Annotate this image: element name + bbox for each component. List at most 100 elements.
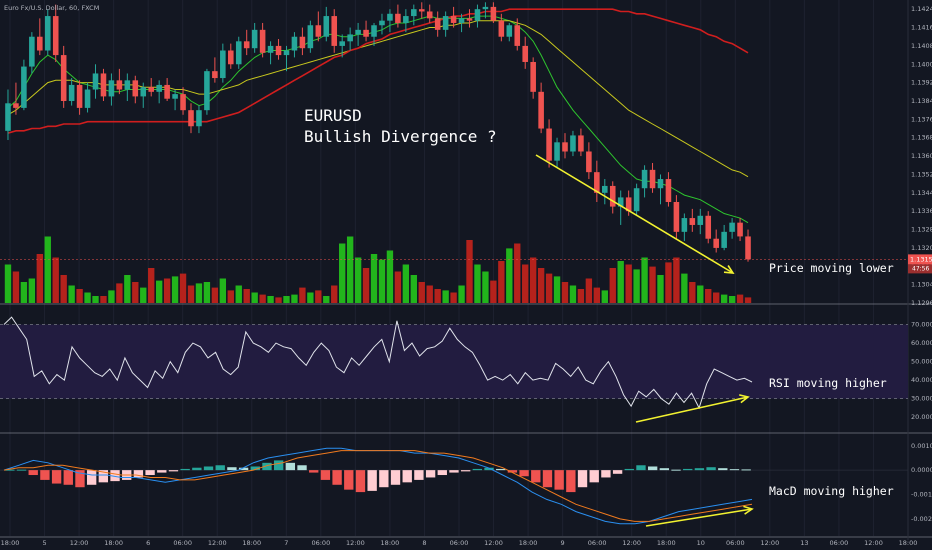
volume-bar	[569, 285, 577, 303]
macd-histogram-bar	[262, 462, 272, 471]
macd-note: MacD moving higher	[769, 484, 894, 498]
time-tick-label: 06:00	[450, 539, 469, 547]
candle-body	[164, 84, 170, 99]
candle-body	[52, 16, 59, 56]
candle-body	[291, 36, 298, 51]
candle-body	[450, 16, 457, 23]
candle-body	[259, 29, 266, 53]
macd-histogram-bar	[227, 467, 237, 471]
candle-body	[641, 169, 648, 189]
price-tick-label: 1.13680	[911, 134, 932, 142]
volume-bar	[68, 285, 75, 303]
rsi-line	[3, 316, 753, 410]
candle-body	[609, 185, 616, 207]
macd-histogram-bar	[460, 470, 471, 472]
macd-histogram-bar	[273, 460, 284, 471]
volume-bar	[466, 240, 473, 303]
volume-bar	[482, 271, 489, 303]
volume-bar	[689, 282, 696, 303]
time-tick-label: 18:00	[1, 539, 20, 547]
candle-body	[411, 9, 417, 17]
volume-bar	[625, 264, 632, 303]
candle-body	[220, 50, 226, 79]
candle-body	[355, 29, 361, 35]
price-arrow-head	[723, 265, 735, 274]
candle-body	[140, 87, 147, 97]
time-tick-label: 5	[42, 539, 46, 547]
volume-bar	[346, 236, 354, 303]
macd-histogram-bar	[309, 470, 319, 473]
candle-body	[188, 110, 194, 127]
volume-bar	[36, 254, 43, 303]
volume-bar	[235, 285, 242, 303]
volume-bar	[339, 243, 346, 303]
price-tick-label: 1.13520	[911, 170, 932, 178]
volume-bar	[593, 287, 601, 303]
candle-body	[13, 103, 19, 108]
candle-body	[705, 215, 712, 239]
volume-bar	[52, 257, 59, 303]
price-candles[interactable]	[0, 2, 908, 262]
time-tick-label: 06:00	[173, 539, 192, 547]
time-axis[interactable]: 18:00 5 12:00 18:00 6 06:00 12:00 18:00 7 06:00 12…	[1, 539, 918, 547]
price-tick-label: 1.14080	[911, 42, 932, 50]
candle-body	[44, 16, 51, 51]
candle-body	[578, 135, 584, 152]
macd-histogram-bar	[192, 467, 202, 471]
candle-body	[84, 89, 91, 108]
candle-body	[172, 94, 178, 99]
volume-bar	[227, 290, 234, 303]
rsi-tick-label: 30.0000	[911, 395, 932, 403]
macd-histogram-bar	[414, 470, 424, 480]
macd-histogram-bar	[425, 470, 436, 478]
candle-body	[506, 25, 513, 37]
current-price-label: 1.13150	[910, 255, 932, 263]
candle-body	[5, 103, 11, 131]
time-tick-label: 7	[284, 539, 288, 547]
macd-histogram-bar	[647, 466, 658, 471]
candle-body	[562, 142, 568, 152]
volume-bar	[649, 266, 656, 303]
candle-body	[212, 71, 218, 79]
candle-body	[570, 135, 576, 152]
candle-body	[745, 236, 751, 260]
candle-body	[196, 110, 202, 127]
rsi-band-fill	[0, 324, 908, 399]
volume-bar	[179, 273, 187, 303]
candle-body	[363, 29, 369, 37]
volume-bar	[92, 296, 99, 303]
time-tick-label: 18:00	[381, 539, 400, 547]
volume-bar	[251, 292, 258, 303]
price-tick-label: 1.13360	[911, 207, 932, 215]
countdown-badge	[908, 264, 932, 274]
volume-bar	[124, 275, 131, 303]
volume-bar	[60, 275, 67, 303]
candle-body	[204, 71, 210, 111]
candle-body	[299, 36, 306, 49]
volume-bar	[163, 278, 171, 303]
candle-body	[132, 80, 139, 97]
volume-bar	[442, 290, 449, 303]
candle-body	[371, 25, 377, 37]
volume-bar	[243, 289, 250, 303]
time-tick-label: 8	[422, 539, 426, 547]
macd-histogram-bar	[472, 468, 483, 471]
volume-bar	[506, 248, 513, 303]
volume-bar	[44, 236, 51, 303]
macd-histogram-bar	[238, 467, 249, 471]
price-axis[interactable]: 1.14240 1.14160 1.14080 1.14000 1.13920 1.138…	[908, 5, 932, 523]
candle-body	[235, 41, 242, 65]
volume-bar	[450, 292, 457, 303]
ma-line-mid	[7, 20, 749, 178]
macd-histogram-bar	[285, 462, 296, 471]
volume-bar	[100, 296, 107, 303]
countdown-label: 47:56	[912, 265, 929, 272]
volume-bar	[370, 254, 378, 303]
volume-bar	[609, 268, 616, 303]
macd-histogram-bar	[355, 470, 366, 493]
time-tick-label: 06:00	[726, 539, 745, 547]
candle-body	[482, 6, 489, 10]
time-tick-label: 12:00	[622, 539, 641, 547]
volume-bar	[720, 294, 728, 303]
